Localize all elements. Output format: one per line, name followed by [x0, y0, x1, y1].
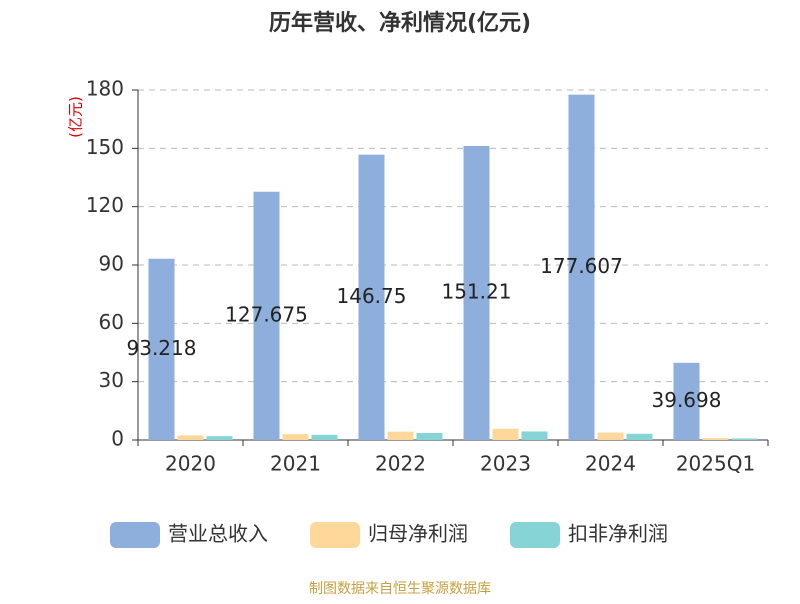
y-tick-label: 90 — [99, 252, 124, 276]
y-tick-label: 150 — [86, 135, 124, 159]
value-label: 177.607 — [540, 254, 623, 278]
source-note: 制图数据来自恒生聚源数据库 — [309, 581, 491, 597]
y-tick-label: 0 — [111, 427, 124, 451]
x-tick-label: 2020 — [165, 452, 216, 476]
legend-label: 扣非净利润 — [568, 522, 668, 546]
bar — [673, 362, 700, 440]
value-label: 151.21 — [442, 279, 512, 303]
bar — [731, 438, 758, 440]
bar — [702, 438, 729, 440]
value-label: 39.698 — [652, 388, 722, 412]
x-tick-label: 2023 — [480, 452, 531, 476]
y-tick-label: 60 — [99, 310, 124, 334]
bar — [568, 94, 595, 441]
bar — [492, 428, 519, 440]
bar — [177, 435, 204, 440]
x-tick-label: 2024 — [585, 452, 636, 476]
bar — [282, 434, 309, 440]
bar — [521, 431, 548, 440]
x-tick-label: 2021 — [270, 452, 321, 476]
bar — [626, 433, 653, 440]
bar — [358, 154, 385, 440]
bar — [148, 258, 175, 440]
value-label: 146.75 — [337, 284, 407, 308]
y-tick-label: 30 — [99, 368, 124, 392]
legend-label: 营业总收入 — [168, 522, 268, 546]
value-label: 127.675 — [225, 302, 308, 326]
y-axis-label: (亿元) — [67, 96, 85, 138]
bar — [597, 432, 624, 440]
x-tick-label: 2022 — [375, 452, 426, 476]
bar — [206, 436, 233, 440]
y-tick-label: 120 — [86, 193, 124, 217]
y-tick-label: 180 — [86, 77, 124, 101]
value-label: 93.218 — [127, 336, 197, 360]
bar — [416, 433, 443, 440]
x-tick-label: 2025Q1 — [676, 452, 755, 476]
legend-swatch — [110, 522, 160, 548]
bar — [387, 431, 414, 440]
bar — [253, 191, 280, 440]
bar — [463, 145, 490, 440]
legend-label: 归母净利润 — [368, 522, 468, 546]
bar — [311, 434, 338, 440]
legend-swatch — [510, 522, 560, 548]
chart-title: 历年营收、净利情况(亿元) — [269, 10, 531, 36]
legend-swatch — [310, 522, 360, 548]
